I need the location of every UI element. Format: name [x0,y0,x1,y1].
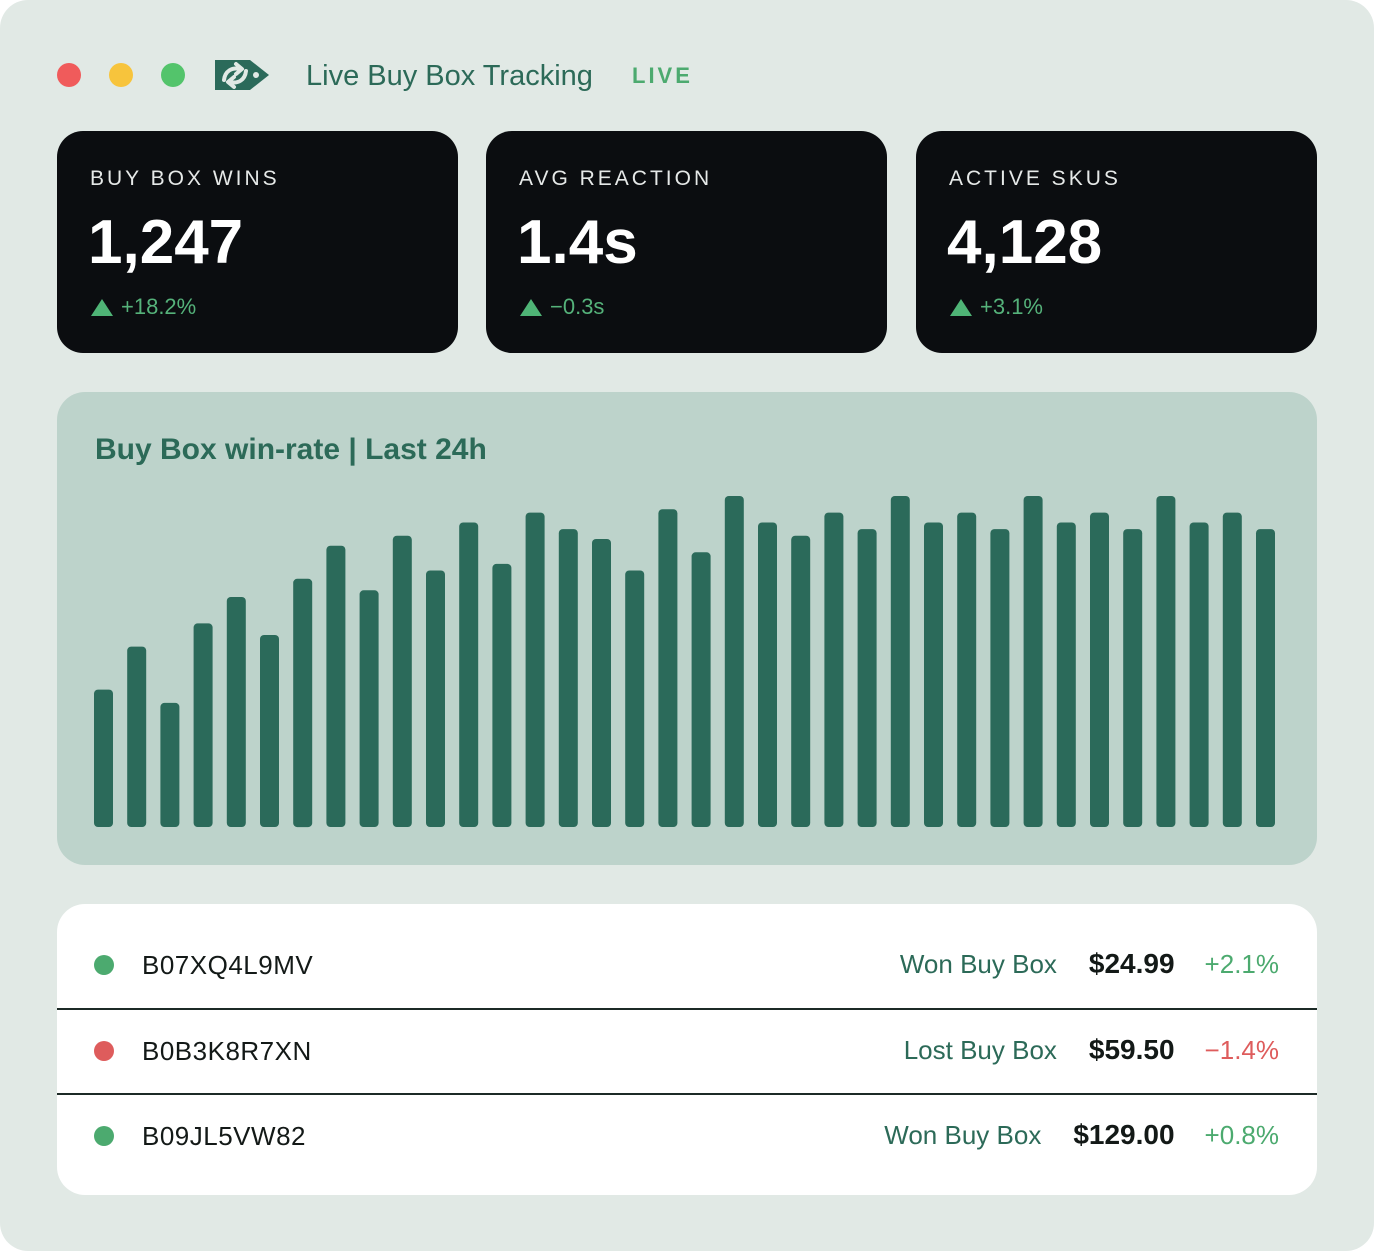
chart-bar [957,512,977,827]
chart-bar [558,529,578,827]
sku-row[interactable]: B07XQ4L9MV Won Buy Box $24.99 +2.1% [57,922,1317,1007]
chart-bar [758,522,777,827]
sku-code: B0B3K8R7XN [142,1036,312,1066]
chart-bar [1156,496,1176,827]
chart-bar [127,646,147,827]
chart-bar [990,529,1010,827]
chart-bar [691,552,711,827]
price: $24.99 [1088,948,1175,979]
sku-row-details: Won Buy Box $129.00 +0.8% [884,1117,1279,1153]
status-dot [94,1041,114,1061]
chart-bar [890,496,910,827]
sku-row-details: Lost Buy Box $59.50 −1.4% [904,1032,1279,1068]
stat-label: AVG REACTION [519,167,713,190]
chart-bar [160,702,180,827]
stat-delta-value: +3.1% [980,294,1043,319]
chart-bar [193,623,213,827]
chart-bar [260,635,279,827]
chart-bar [1123,529,1143,827]
chart-bar [492,563,512,827]
buy-box-status: Lost Buy Box [903,1034,1057,1065]
chart-bar [857,529,877,827]
price-change: +0.8% [1204,1119,1279,1150]
win-rate-chart-panel: Buy Box win-rate | Last 24h [57,392,1317,865]
sku-row[interactable]: B0B3K8R7XN Lost Buy Box $59.50 −1.4% [57,1008,1317,1093]
buy-box-status: Won Buy Box [884,1119,1042,1150]
chart-bar [1222,512,1242,827]
stat-value: 1,247 [88,208,244,277]
stat-delta: −0.3s [520,293,604,321]
chart-bar [824,512,844,827]
window-minimize-button[interactable] [109,63,133,87]
stat-card-active-skus: ACTIVE SKUS 4,128 +3.1% [916,131,1317,353]
chart-bar [658,509,678,827]
chart-bar [426,570,445,827]
chart-bar [525,512,545,827]
stat-value: 4,128 [947,208,1103,277]
chart-bar [392,535,412,827]
triangle-up-icon [91,298,113,316]
live-status-badge: LIVE [632,63,693,88]
stat-delta-value: +18.2% [121,294,197,319]
win-rate-bar-chart [94,496,1275,828]
status-dot [94,1126,114,1146]
sku-code: B09JL5VW82 [142,1121,306,1151]
buy-box-status: Won Buy Box [899,948,1057,979]
chart-bar [1056,522,1076,827]
sku-row-details: Won Buy Box $24.99 +2.1% [900,946,1279,982]
chart-bar [1090,512,1109,827]
triangle-up-icon [520,298,542,316]
stat-label: ACTIVE SKUS [949,167,1121,190]
chart-bar [724,496,744,827]
chart-bar [924,522,943,827]
chart-bar [293,578,313,828]
stat-card-avg-reaction: AVG REACTION 1.4s −0.3s [486,131,887,353]
app-title: Live Buy Box Tracking [306,60,593,92]
chart-bar [1256,529,1275,827]
price: $129.00 [1073,1119,1175,1150]
stat-delta: +3.1% [950,293,1043,321]
chart-bar [791,535,811,827]
chart-bar [625,570,645,827]
stat-delta: +18.2% [91,293,196,321]
stat-card-buy-box-wins: BUY BOX WINS 1,247 +18.2% [57,131,458,353]
chart-bar [94,689,113,827]
chart-bar [226,597,246,827]
stat-label: BUY BOX WINS [90,167,280,190]
chart-bar [1023,496,1043,827]
price-change: +2.1% [1204,948,1279,979]
sku-code: B07XQ4L9MV [142,950,314,980]
chart-bar [326,545,346,827]
chart-bar [592,539,611,827]
tag-arrows-logo-icon [215,60,269,90]
price: $59.50 [1088,1034,1175,1065]
chart-bar [1189,522,1209,827]
chart-bar [459,522,479,827]
stat-value: 1.4s [517,208,638,277]
window-maximize-button[interactable] [161,63,185,87]
chart-title: Buy Box win-rate | Last 24h [95,433,487,466]
window-close-button[interactable] [57,63,81,87]
status-dot [94,955,114,975]
price-change: −1.4% [1204,1034,1279,1065]
sku-list: B07XQ4L9MV Won Buy Box $24.99 +2.1% B0B3… [57,904,1317,1195]
stat-delta-value: −0.3s [550,294,605,319]
triangle-up-icon [950,298,972,316]
sku-row[interactable]: B09JL5VW82 Won Buy Box $129.00 +0.8% [57,1093,1317,1178]
chart-bar [359,590,379,827]
